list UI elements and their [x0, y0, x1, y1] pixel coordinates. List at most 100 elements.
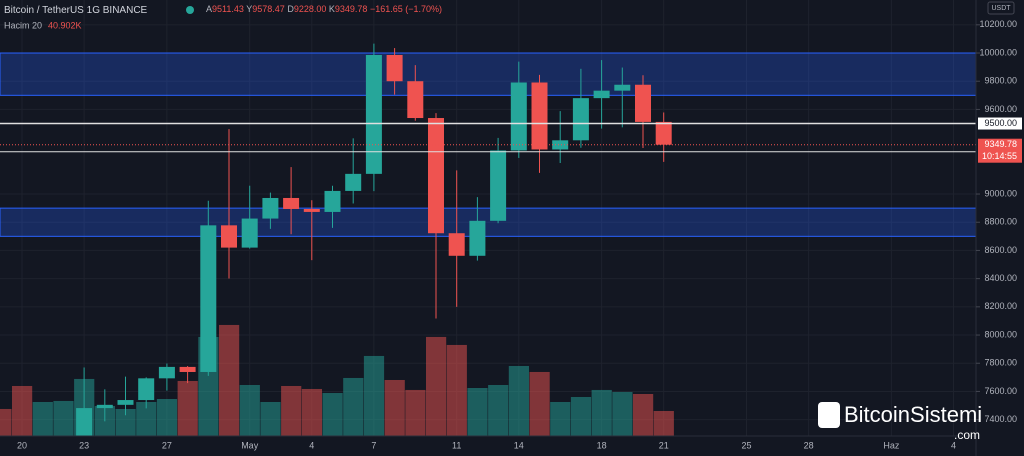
- candle-body: [283, 197, 300, 209]
- candle-body: [635, 84, 651, 122]
- candle-body: [117, 400, 134, 405]
- y-tick-label: 7400.00: [984, 414, 1017, 424]
- candle-body: [552, 140, 569, 150]
- level-label: 9500.00: [984, 118, 1017, 128]
- x-tick-label: 27: [162, 440, 172, 450]
- candle-body: [490, 150, 507, 221]
- volume-bar: [508, 365, 529, 436]
- volume-bar: [467, 387, 488, 436]
- candle-body: [345, 173, 362, 191]
- x-tick-label: 14: [514, 440, 524, 450]
- volume-bar: [653, 410, 674, 436]
- x-tick-label: 18: [597, 440, 607, 450]
- status-dot: [186, 6, 194, 14]
- y-tick-label: 8400.00: [984, 273, 1017, 283]
- candle-body: [324, 190, 341, 212]
- volume-bar: [343, 377, 364, 436]
- candle-body: [221, 225, 237, 248]
- x-tick-label: 4: [951, 440, 956, 450]
- candle-body: [200, 225, 217, 372]
- candle-body: [655, 121, 672, 145]
- volume-bar: [177, 380, 198, 436]
- y-tick-label: 8800.00: [984, 217, 1017, 227]
- x-tick-label: Haz: [883, 440, 900, 450]
- volume-bar: [0, 408, 12, 436]
- last-price-label: 9349.78: [984, 139, 1017, 149]
- candle-body: [241, 218, 258, 248]
- candle-body: [138, 378, 155, 401]
- x-tick-label: 23: [79, 440, 89, 450]
- volume-bar: [426, 336, 447, 436]
- volume-bar: [260, 402, 281, 436]
- axes: 7400.00 7600.00 7800.00 8000.00 8200.00 8400.…: [17, 1, 1022, 450]
- zone-band: [0, 52, 976, 96]
- ohlc-value: 9511.43: [212, 4, 244, 14]
- candle-body: [572, 98, 589, 141]
- ohlc-value: 9349.78: [335, 4, 368, 14]
- y-tick-label: 7600.00: [984, 386, 1017, 396]
- currency-badge: [987, 1, 1015, 15]
- x-tick-label: 25: [741, 440, 751, 450]
- y-tick-label: 8000.00: [984, 329, 1017, 339]
- plot-area: [0, 43, 976, 436]
- x-tick-label: 28: [804, 440, 814, 450]
- volume-bar: [405, 389, 426, 436]
- volume-bar: [529, 371, 550, 436]
- volume-bar: [301, 388, 322, 436]
- ohlc-value: 9228.00: [294, 4, 327, 14]
- change: −161.65 (−1.70%): [370, 4, 442, 14]
- symbol: Bitcoin / TetherUS: [4, 5, 84, 16]
- level-label-bg: [978, 117, 1022, 130]
- volume-bar: [488, 385, 509, 436]
- y-tick-label: 10000.00: [979, 47, 1017, 57]
- candle-body: [510, 82, 527, 151]
- x-tick-label: 4: [309, 440, 314, 450]
- candle-body: [386, 54, 403, 82]
- volume-bar: [570, 396, 592, 436]
- x-tick-label: 7: [371, 440, 376, 450]
- candle-body: [158, 366, 175, 379]
- volume-bar: [384, 379, 405, 436]
- volume-bar: [446, 344, 467, 436]
- volume-bar: [12, 385, 33, 436]
- watermark-logo: [818, 402, 840, 428]
- y-tick-label: 9800.00: [984, 76, 1017, 86]
- y-tick-label: 9000.00: [984, 188, 1017, 198]
- volume-label: 40.902K: [48, 20, 82, 30]
- ohlc-key: A: [206, 4, 212, 14]
- candle-body: [614, 84, 631, 91]
- last-price-bg: [978, 138, 1022, 163]
- watermark-suffix: .com: [954, 428, 980, 442]
- volume-title: Hacim 20: [4, 20, 42, 30]
- watermark-name: BitcoinSistemi: [844, 402, 982, 427]
- ohlc-key: Y: [246, 4, 252, 14]
- y-tick-label: 10200.00: [979, 19, 1017, 29]
- ohlc-key: D: [287, 4, 294, 14]
- volume-bar: [550, 402, 571, 436]
- x-tick-label: 21: [659, 440, 669, 450]
- volume-bar: [115, 408, 136, 436]
- volume-bar: [219, 324, 240, 436]
- x-tick-label: 11: [452, 440, 461, 450]
- y-tick-label: 7800.00: [984, 358, 1017, 368]
- ohlc-key: K: [329, 4, 335, 14]
- header-line: Bitcoin / TetherUS 1G BINANCE: [4, 5, 148, 16]
- candle-body: [531, 82, 548, 150]
- volume-bar: [281, 385, 302, 436]
- x-tick-label: May: [241, 440, 259, 450]
- candle-body: [76, 408, 93, 436]
- candle-body: [448, 233, 465, 256]
- y-tick-label: 8600.00: [984, 245, 1017, 255]
- volume-bar: [239, 385, 260, 436]
- y-tick-label: 8200.00: [984, 301, 1017, 311]
- volume-bar: [53, 400, 74, 436]
- volume-bar: [322, 393, 343, 436]
- volume-bar: [32, 402, 53, 436]
- candle-body: [179, 366, 196, 372]
- candle-body: [365, 54, 382, 174]
- candle-body: [262, 197, 279, 219]
- volume-bar: [363, 355, 385, 436]
- candle-body: [593, 90, 610, 99]
- y-tick-label: 9600.00: [984, 104, 1017, 114]
- candle-body: [407, 81, 424, 119]
